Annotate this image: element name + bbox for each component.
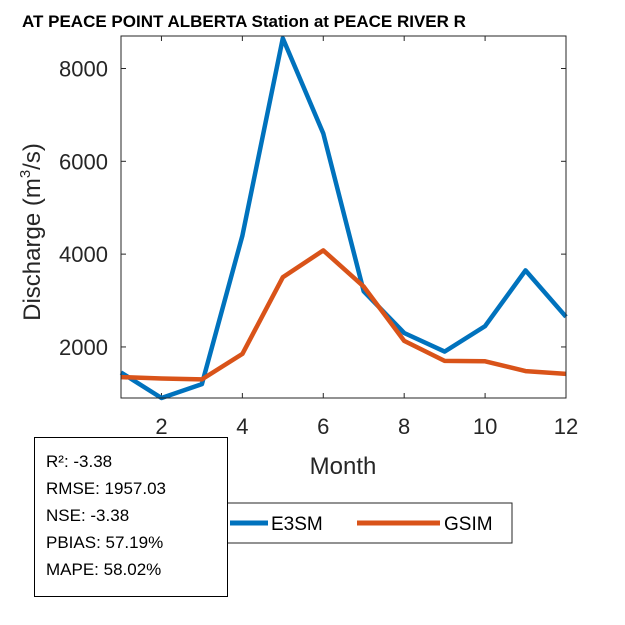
- y-tick-label: 4000: [59, 242, 108, 267]
- chart-title: AT PEACE POINT ALBERTA Station at PEACE …: [22, 12, 466, 31]
- stat-rmse: RMSE: 1957.03: [46, 479, 167, 498]
- series-lines: [119, 36, 568, 401]
- y-axis-label-suffix: /s): [19, 143, 46, 170]
- stat-mape: MAPE: 58.02%: [46, 560, 162, 579]
- legend: E3SM GSIM: [224, 502, 513, 544]
- legend-label-e3sm: E3SM: [271, 514, 323, 535]
- x-tick-label: 10: [473, 414, 497, 439]
- y-tick-label: 6000: [59, 149, 108, 174]
- stat-nse: NSE: -3.38: [46, 506, 130, 525]
- y-tick-label: 2000: [59, 335, 108, 360]
- stat-r2: R²: -3.38: [46, 452, 113, 471]
- series-line-gsim: [120, 248, 567, 382]
- y-tick-label: 8000: [59, 56, 108, 81]
- plot-frame: [120, 35, 567, 399]
- legend-label-gsim: GSIM: [444, 514, 493, 535]
- stat-pbias: PBIAS: 57.19%: [46, 533, 164, 552]
- y-axis-ticks: 2000 4000 6000 8000: [59, 56, 566, 360]
- x-tick-label: 8: [398, 414, 410, 439]
- x-tick-label: 4: [236, 414, 248, 439]
- x-tick-label: 12: [554, 414, 578, 439]
- y-axis-label-prefix: Discharge (m: [19, 178, 46, 321]
- x-tick-label: 2: [155, 414, 167, 439]
- x-axis-label: Month: [310, 453, 377, 480]
- x-tick-label: 6: [317, 414, 329, 439]
- stats-box: R²: -3.38 RMSE: 1957.03 NSE: -3.38 PBIAS…: [34, 437, 228, 597]
- x-axis-ticks: 2 4 6 8 10 12: [155, 36, 578, 439]
- y-axis-label: Discharge (m3/s): [17, 143, 46, 321]
- series-line-e3sm: [119, 36, 568, 401]
- y-axis-label-superscript: 3: [17, 170, 34, 178]
